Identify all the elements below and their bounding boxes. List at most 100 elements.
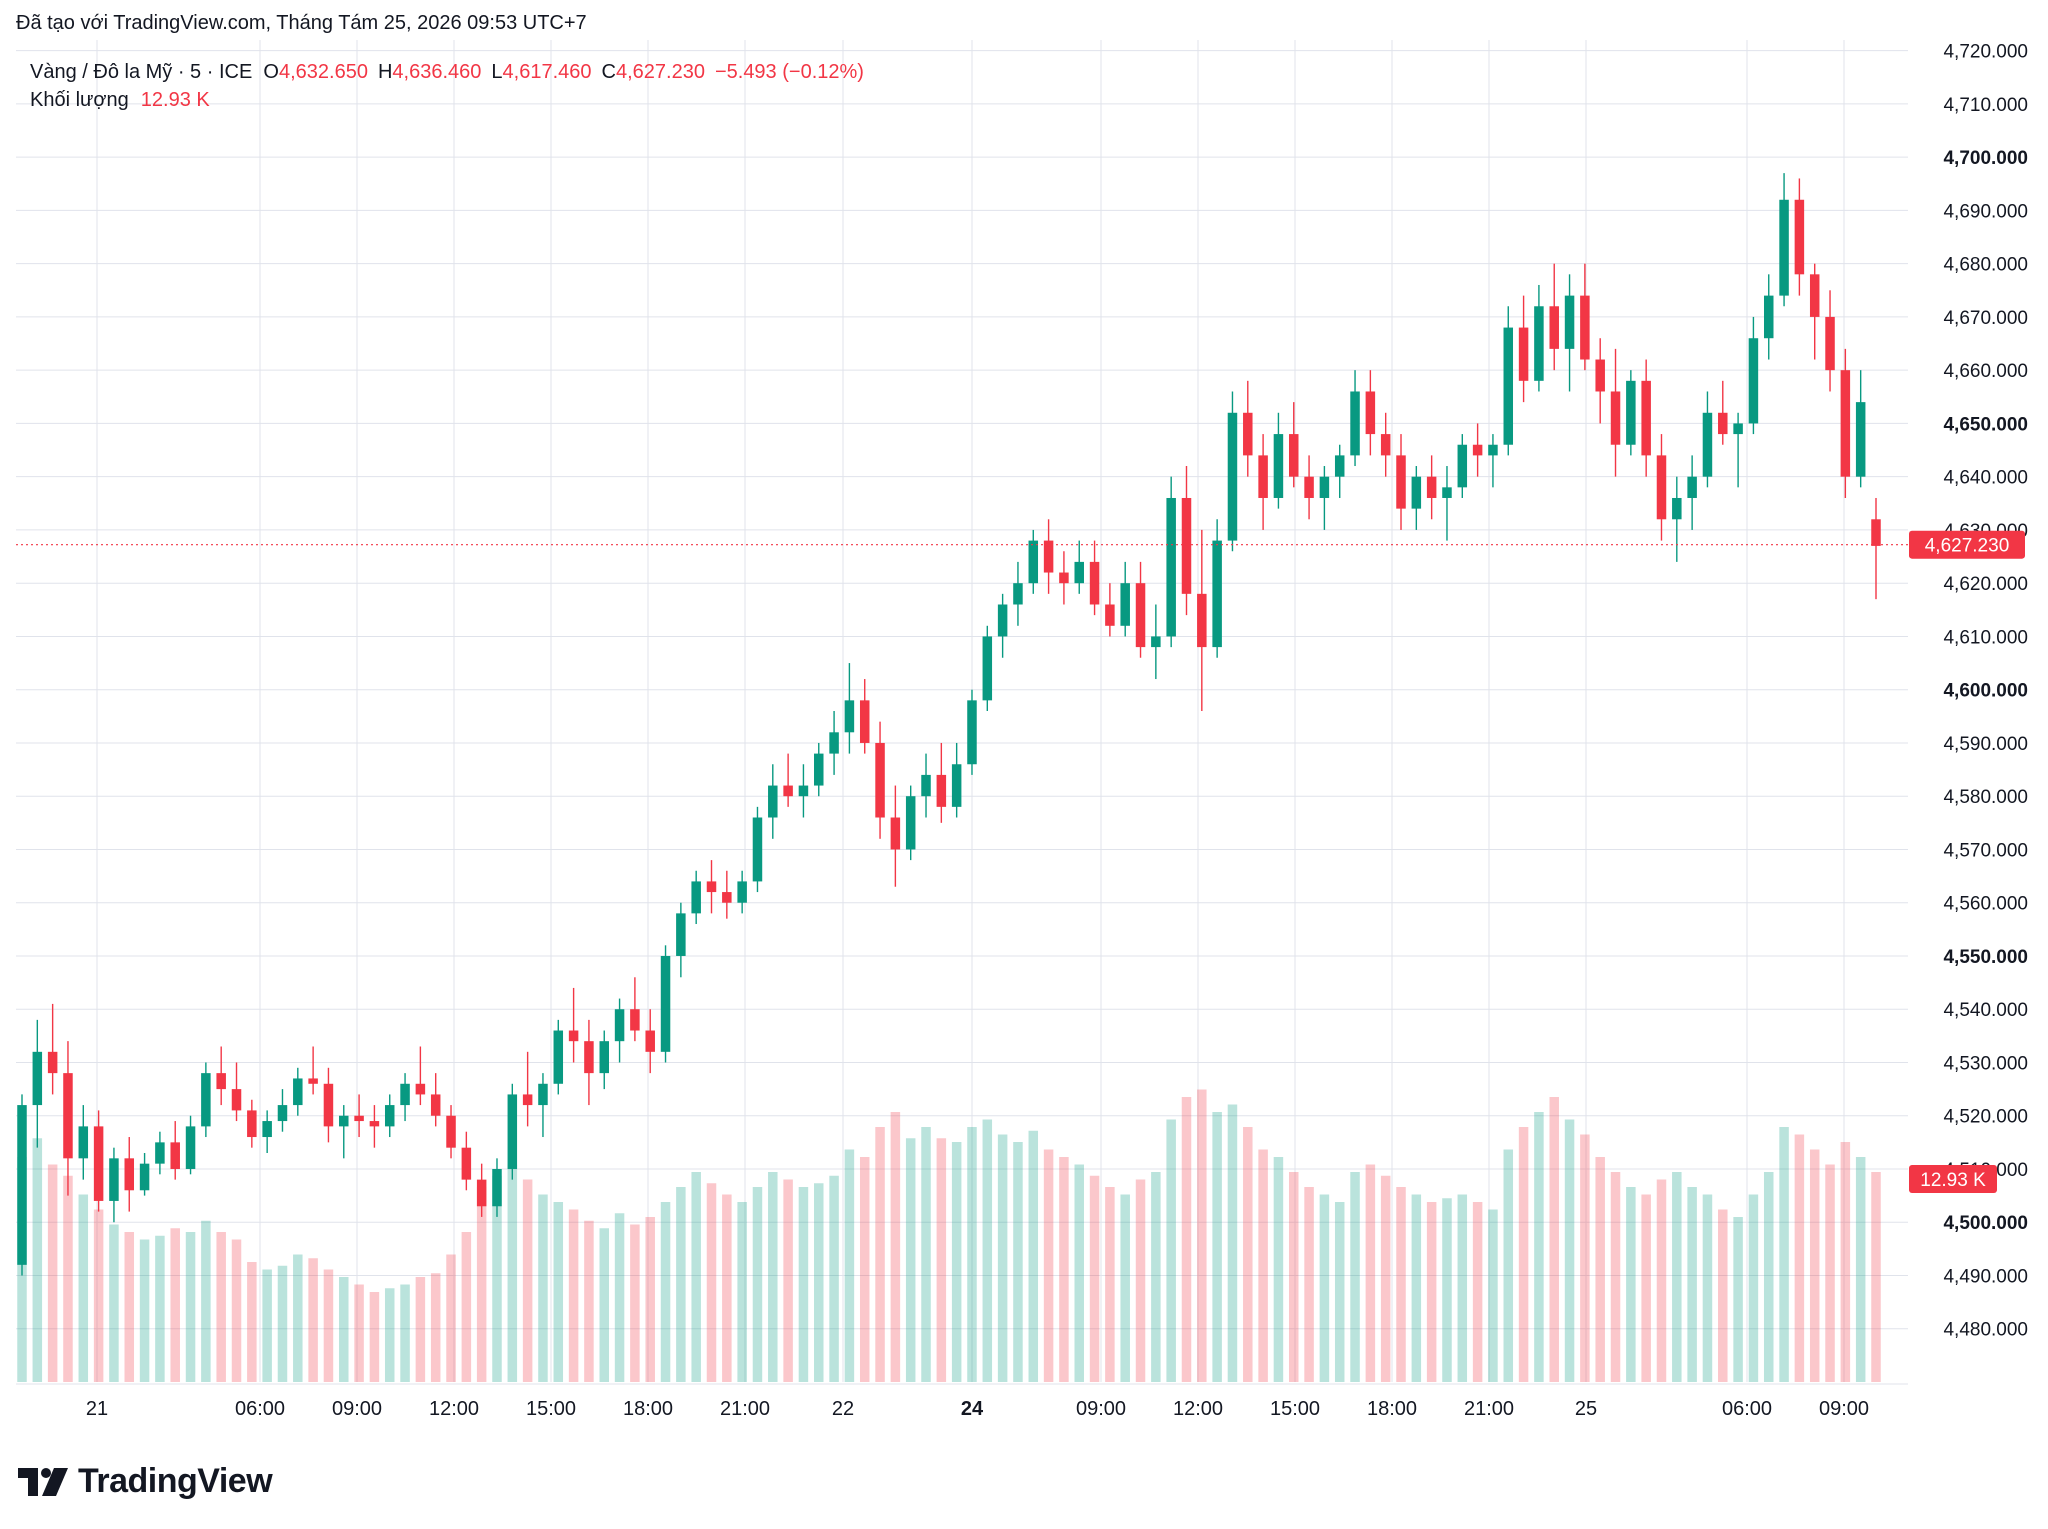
candle-body (1273, 434, 1284, 498)
y-tick-label: 4,720.000 (1943, 42, 2028, 63)
volume-bar (951, 1142, 962, 1382)
axes: 4,480.0004,490.0004,500.0004,510.0004,52… (16, 42, 2028, 1420)
tradingview-logo[interactable]: TradingView (18, 1462, 273, 1501)
candle-body (691, 881, 701, 914)
volume-bar (308, 1258, 318, 1382)
candle-body (1549, 306, 1559, 349)
candle-body (1626, 380, 1636, 445)
volume-bar (1779, 1127, 1789, 1382)
x-tick-label: 09:00 (1819, 1398, 1869, 1420)
volume-bar (400, 1284, 410, 1382)
candle-body (1779, 199, 1789, 296)
y-tick-label: 4,670.000 (1943, 308, 2028, 329)
candle-body (1580, 295, 1590, 360)
candle-body (1840, 370, 1851, 477)
volume-badge: 12.93 K (1920, 1170, 1986, 1191)
candle-body (1809, 274, 1820, 317)
candle-body (844, 700, 855, 733)
candle-body (1733, 423, 1743, 435)
candle-body (783, 785, 793, 797)
volume-bar (1013, 1142, 1023, 1382)
candle-body (951, 764, 962, 807)
volume-bar (584, 1220, 594, 1382)
symbol-label[interactable]: Vàng / Đô la Mỹ · 5 · ICE (30, 61, 253, 83)
candle-body (63, 1073, 73, 1159)
badges: 4,627.230 12.93 K (1909, 530, 2025, 1193)
volume-bar (1656, 1179, 1667, 1382)
volume-bar (139, 1239, 150, 1382)
volume-bar (768, 1172, 778, 1382)
candle-body (660, 955, 671, 1052)
candle-body (293, 1078, 303, 1106)
volume-bar (32, 1138, 43, 1382)
volume-bar (47, 1164, 58, 1382)
volume-bar (1304, 1187, 1314, 1382)
y-tick-label: 4,690.000 (1943, 201, 2028, 222)
y-tick-label: 4,680.000 (1943, 255, 2028, 276)
candle-body (354, 1115, 364, 1122)
volume-bar (446, 1254, 456, 1382)
volume-bar (630, 1224, 640, 1382)
candle-body (1794, 199, 1805, 275)
candle-body (323, 1083, 334, 1127)
volume-bar (1871, 1172, 1881, 1382)
candle-body (1212, 540, 1222, 648)
volume-bar (691, 1172, 701, 1382)
volume-bar (1319, 1194, 1330, 1382)
volume-bar (1442, 1198, 1452, 1382)
close-label: C (601, 61, 616, 83)
x-tick-label: 09:00 (1076, 1398, 1126, 1420)
volume-bar (1564, 1119, 1575, 1382)
volume-bar (645, 1217, 655, 1382)
candle-body (614, 1009, 625, 1042)
candle-body (1426, 476, 1437, 498)
volume-bar (936, 1138, 947, 1382)
volume-bar (1151, 1172, 1161, 1382)
candle-body (1120, 583, 1130, 626)
volume-bar (1043, 1149, 1054, 1382)
x-tick-label: 12:00 (1173, 1398, 1223, 1420)
change-value: −5.493 (−0.12%) (714, 61, 864, 83)
candle-body (1503, 327, 1514, 445)
volume-bar (1243, 1127, 1253, 1382)
x-tick-label: 09:00 (332, 1398, 382, 1420)
volume-bar (155, 1235, 165, 1382)
volume-bar (1518, 1127, 1529, 1382)
volume-bar (277, 1265, 288, 1382)
candle-body (1564, 295, 1575, 349)
volume-bar (1488, 1209, 1498, 1382)
candle-body (369, 1121, 380, 1127)
volume-bar (492, 1175, 502, 1382)
candle-body (1334, 455, 1345, 477)
volume-bar (63, 1175, 73, 1382)
volume-bar (1227, 1104, 1238, 1382)
candle-body (1825, 316, 1835, 371)
volume-bar (1258, 1149, 1268, 1382)
candle-body (1855, 402, 1866, 477)
candle-body (1197, 593, 1207, 648)
volume-bar (461, 1232, 472, 1382)
candle-body (1074, 561, 1084, 584)
volume-bar (1595, 1157, 1605, 1382)
candle-body (859, 700, 870, 743)
volume-bar (185, 1232, 196, 1382)
candle-body (1518, 327, 1529, 381)
candle-body (1641, 380, 1651, 456)
volume-bar (783, 1179, 793, 1382)
candle-body (722, 892, 732, 903)
volume-bar (1273, 1157, 1284, 1382)
y-tick-label: 4,650.000 (1943, 414, 2028, 435)
high-value: 4,636.460 (392, 61, 482, 83)
volume-bar (522, 1179, 533, 1382)
volume-label[interactable]: Khối lượng (30, 89, 129, 111)
volume-bar (737, 1202, 747, 1382)
volume-bar (216, 1232, 226, 1382)
volume-bar (568, 1209, 579, 1382)
candle-body (522, 1094, 533, 1106)
volume-row: Khối lượng 12.93 K (30, 86, 874, 114)
candle-body (921, 774, 931, 797)
candle-body (1365, 391, 1376, 435)
candle-body (936, 774, 947, 807)
volume-bar (844, 1149, 855, 1382)
